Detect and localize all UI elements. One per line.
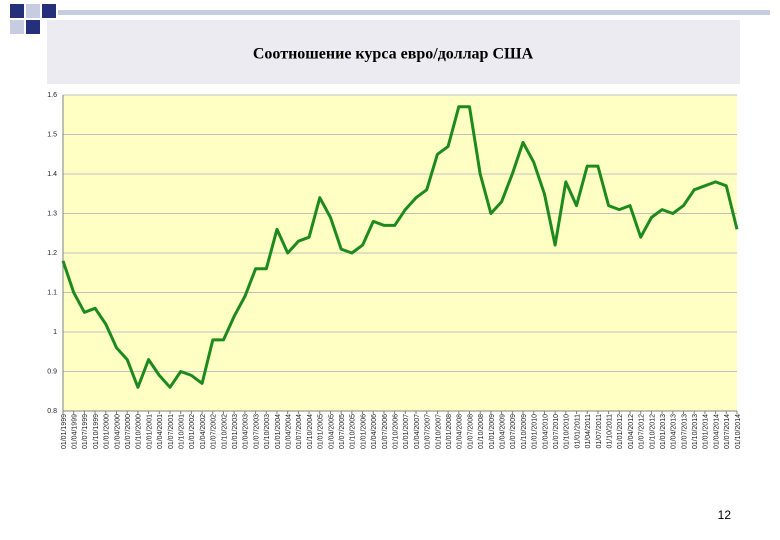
x-tick-label: 01/07/2003	[253, 414, 260, 449]
x-tick-label: 01/01/2010	[532, 414, 539, 449]
x-tick-label: 01/10/2006	[392, 414, 399, 449]
x-tick-label: 01/10/2001	[179, 414, 186, 449]
x-tick-label: 01/10/1999	[93, 414, 100, 449]
x-tick-label: 01/01/2013	[660, 414, 667, 449]
x-tick-label: 01/01/2000	[104, 414, 111, 449]
x-tick-label: 01/01/2006	[360, 414, 367, 449]
x-tick-label: 01/04/2009	[499, 414, 506, 449]
x-tick-label: 01/04/2001	[157, 414, 164, 449]
chart-title: Соотношение курса евро/доллар США	[253, 46, 534, 63]
x-tick-label: 01/07/2010	[553, 414, 560, 449]
decor-square	[42, 4, 56, 18]
x-tick-label: 01/04/2000	[114, 414, 121, 449]
x-tick-label: 01/04/1999	[72, 414, 79, 449]
y-tick-label: 1.1	[47, 289, 57, 296]
x-tick-label: 01/10/2005	[350, 414, 357, 449]
x-tick-label: 01/01/2002	[189, 414, 196, 449]
x-tick-label: 01/04/2008	[457, 414, 464, 449]
x-tick-label: 01/10/2002	[221, 414, 228, 449]
x-tick-label: 01/04/2013	[671, 414, 678, 449]
x-tick-label: 01/04/2010	[542, 414, 549, 449]
x-tick-label: 01/04/2003	[243, 414, 250, 449]
y-tick-label: 1.4	[47, 171, 57, 178]
x-tick-label: 01/04/2002	[200, 414, 207, 449]
x-tick-label: 01/04/2006	[371, 414, 378, 449]
x-tick-label: 01/01/2005	[318, 414, 325, 449]
x-tick-label: 01/07/2006	[382, 414, 389, 449]
x-tick-label: 01/01/2012	[617, 414, 624, 449]
y-tick-label: 1.3	[47, 210, 57, 217]
x-tick-label: 01/04/2012	[628, 414, 635, 449]
x-tick-label: 01/01/2001	[146, 414, 153, 449]
line	[61, 105, 739, 389]
x-tick-label: 01/04/2007	[414, 414, 421, 449]
x-tick-label: 01/07/2002	[211, 414, 218, 449]
x-tick-label: 01/10/2009	[521, 414, 528, 449]
x-tick-label: 01/10/2003	[264, 414, 271, 449]
x-tick-label: 01/10/2011	[606, 414, 613, 449]
y-tick-label: 0.9	[47, 368, 57, 375]
x-tick-label: 01/10/2010	[564, 414, 571, 449]
chart: 0.8 0.9 1 1.1 1.2 1.3 1.4 1.5 1.6 01/01/1999 01/04…	[47, 92, 742, 449]
decor-bar	[58, 10, 770, 15]
decor-square	[26, 20, 40, 34]
x-tick-label: 01/01/2014	[703, 414, 710, 449]
x-tick-label: 01/07/2008	[467, 414, 474, 449]
x-tick-label: 01/04/2014	[713, 414, 720, 449]
x-tick-label: 01/10/2014	[735, 414, 742, 449]
x-tick-label: 01/10/2008	[478, 414, 485, 449]
decor-square	[26, 4, 40, 18]
x-tick-label: 01/01/1999	[61, 414, 68, 449]
x-tick-label: 01/07/1999	[82, 414, 89, 449]
x-tick-label: 01/10/2007	[435, 414, 442, 449]
x-tick-label: 01/10/2000	[136, 414, 143, 449]
x-tick-label: 01/04/2011	[585, 414, 592, 449]
x-tick-label: 01/07/2011	[596, 414, 603, 449]
x-tick-label: 01/10/2004	[307, 414, 314, 449]
x-tick-label: 01/01/2007	[403, 414, 410, 449]
y-tick-label: 1	[53, 329, 57, 336]
page-number: 12	[718, 508, 732, 522]
x-tick-label: 01/01/2004	[275, 414, 282, 449]
x-tick-label: 01/01/2003	[232, 414, 239, 449]
x-tick-label: 01/10/2012	[649, 414, 656, 449]
x-tick-label: 01/04/2004	[286, 414, 293, 449]
x-tick-label: 01/10/2013	[692, 414, 699, 449]
x-tick-label: 01/07/2009	[510, 414, 517, 449]
title-band	[47, 20, 740, 84]
decor-square	[10, 4, 24, 18]
x-tick-label: 01/01/2011	[574, 414, 581, 449]
x-tick-label: 01/07/2014	[724, 414, 731, 449]
y-tick-label: 1.2	[47, 250, 57, 257]
x-tick-label: 01/07/2012	[639, 414, 646, 449]
y-tick-label: 1.5	[47, 131, 57, 138]
x-tick-label: 01/04/2005	[328, 414, 335, 449]
x-tick-label: 01/07/2007	[425, 414, 432, 449]
x-tick-label: 01/07/2005	[339, 414, 346, 449]
y-tick-label: 0.8	[47, 408, 57, 415]
x-tick-label: 01/07/2001	[168, 414, 175, 449]
x-tick-label: 01/01/2009	[489, 414, 496, 449]
x-tick-label: 01/07/2000	[125, 414, 132, 449]
decor-square	[10, 20, 24, 34]
x-tick-label: 01/01/2008	[446, 414, 453, 449]
y-tick-label: 1.6	[47, 92, 57, 99]
x-tick-label: 01/07/2004	[296, 414, 303, 449]
x-tick-label: 01/07/2013	[681, 414, 688, 449]
